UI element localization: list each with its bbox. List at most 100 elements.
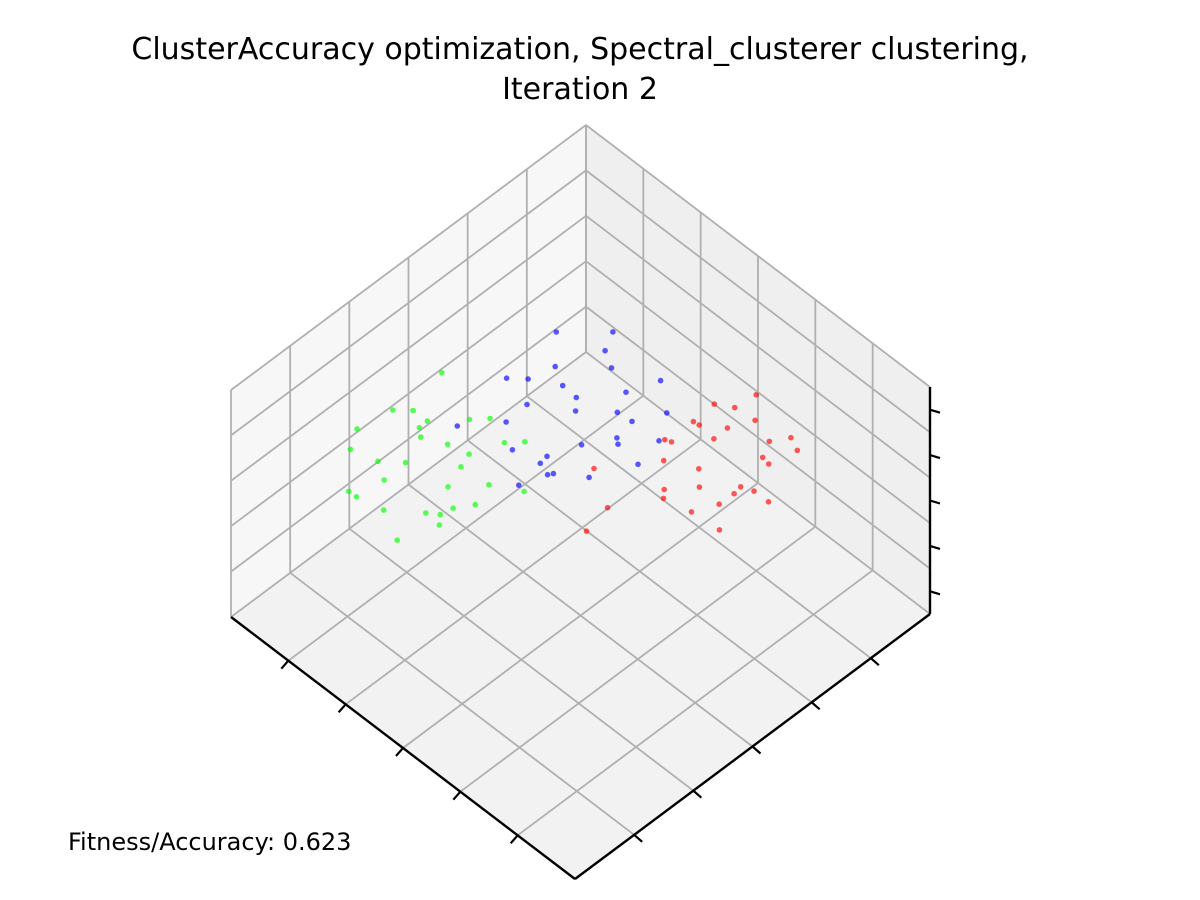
data-point <box>711 401 718 407</box>
z-axis-tick <box>929 454 941 460</box>
data-point <box>402 459 409 466</box>
data-point <box>516 482 522 489</box>
chart-title-line-1: ClusterAccuracy optimization, Spectral_c… <box>131 32 1029 67</box>
data-point <box>759 454 766 461</box>
data-point <box>466 451 472 458</box>
data-point <box>752 417 758 424</box>
data-point <box>550 470 557 477</box>
x-axis-tick <box>337 703 347 714</box>
x-axis-tick <box>452 790 462 801</box>
data-point <box>788 434 794 441</box>
z-axis-tick <box>929 408 941 414</box>
data-point <box>381 477 387 483</box>
data-point <box>696 422 702 428</box>
x-axis-tick <box>280 659 290 670</box>
data-point <box>602 347 608 354</box>
data-point <box>724 425 731 431</box>
grid-line <box>585 124 931 388</box>
data-point <box>416 424 423 431</box>
data-point <box>503 419 509 425</box>
data-point <box>423 510 429 516</box>
y-axis-tick <box>633 834 643 843</box>
data-point <box>454 423 461 429</box>
data-point <box>346 488 352 495</box>
data-point <box>537 460 544 467</box>
data-point <box>466 416 473 423</box>
data-point <box>573 394 580 401</box>
data-point <box>716 501 722 508</box>
data-point <box>794 447 801 454</box>
data-point <box>656 438 662 444</box>
grid-line <box>230 169 587 437</box>
data-point <box>696 466 702 472</box>
data-point <box>458 464 464 470</box>
data-point <box>604 504 611 511</box>
data-point <box>753 392 759 398</box>
data-point <box>586 474 592 481</box>
grid-line <box>517 569 874 837</box>
data-point <box>380 507 387 513</box>
chart-title-line-2: Iteration 2 <box>502 72 658 107</box>
data-point <box>615 441 621 448</box>
grid-line <box>585 305 931 570</box>
grid-line <box>585 169 931 434</box>
data-point <box>635 461 641 468</box>
data-point <box>578 442 585 448</box>
data-point <box>444 441 451 448</box>
data-point <box>390 407 396 413</box>
series-0 <box>583 392 801 534</box>
data-point <box>591 465 597 472</box>
data-point <box>751 488 757 494</box>
data-point <box>445 484 451 490</box>
y-axis-tick <box>692 789 703 799</box>
y-axis-tick <box>870 657 880 666</box>
data-point <box>521 488 527 495</box>
data-point <box>766 438 773 445</box>
data-point <box>450 505 456 512</box>
data-point <box>572 408 579 414</box>
data-point <box>765 499 772 505</box>
chart-title: ClusterAccuracy optimization, Spectral_c… <box>0 30 1160 110</box>
data-point <box>660 495 667 502</box>
data-point <box>629 418 635 425</box>
data-point <box>662 436 668 443</box>
data-point <box>661 486 667 493</box>
data-point <box>544 471 551 478</box>
data-point <box>608 365 615 371</box>
data-point <box>410 407 416 414</box>
data-point <box>610 329 616 335</box>
data-point <box>486 482 492 488</box>
data-point <box>347 446 354 453</box>
data-point <box>394 537 401 543</box>
grid-line <box>585 260 931 524</box>
data-point <box>559 382 566 389</box>
data-point <box>553 329 560 335</box>
data-point <box>711 436 717 442</box>
data-point <box>417 434 424 440</box>
data-point <box>503 375 510 382</box>
data-point <box>501 439 508 446</box>
data-points <box>346 329 801 543</box>
data-point <box>731 490 737 497</box>
z-axis-tick <box>929 544 941 550</box>
data-point <box>716 527 723 533</box>
axis-panes <box>230 123 931 880</box>
data-point <box>765 461 772 467</box>
grid-line <box>230 215 587 482</box>
data-point <box>664 410 670 416</box>
z-axis-tick <box>929 499 941 505</box>
series-2 <box>454 329 670 489</box>
data-point <box>375 458 381 465</box>
data-point <box>614 435 620 441</box>
x-axis-tick <box>509 834 519 845</box>
x-axis-tick <box>395 747 404 757</box>
data-point <box>690 418 697 425</box>
data-point <box>544 453 550 460</box>
y-axis-tick <box>810 701 821 711</box>
data-point <box>522 439 528 445</box>
grid-line <box>585 215 931 479</box>
grid-line <box>230 124 587 391</box>
data-point <box>731 404 738 411</box>
axis-lines <box>230 387 941 880</box>
